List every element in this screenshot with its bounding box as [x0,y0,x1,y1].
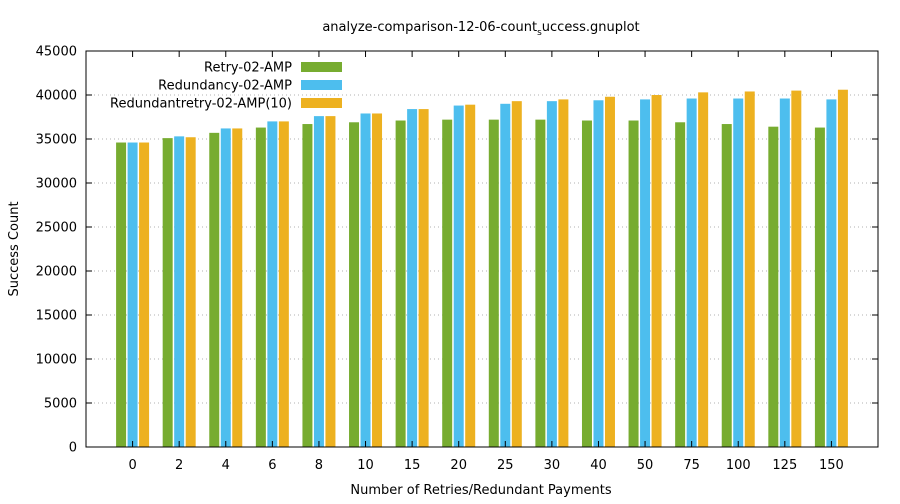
x-tick-label: 30 [544,458,561,473]
bar-series-1 [395,120,406,448]
y-tick-label: 35000 [36,133,77,148]
chart-title: analyze-comparison-12-06-countsuccess.gn… [322,20,639,38]
y-tick-label: 40000 [36,89,77,104]
x-tick-label: 25 [497,458,514,473]
bar-series-1 [442,119,453,447]
chart-title-prefix: analyze-comparison-12-06-count [322,20,537,35]
bar-series-1 [581,120,592,448]
bar-series-2 [640,99,651,448]
y-tick-label: 20000 [36,265,77,280]
bar-series-1 [209,132,220,447]
bar-series-1 [814,127,825,447]
bar-series-3 [698,92,709,448]
bar-series-1 [628,120,639,448]
y-tick-label: 25000 [36,221,77,236]
y-tick-label: 15000 [36,309,77,324]
legend-swatch [301,80,342,90]
bar-series-1 [535,119,546,447]
bar-series-1 [721,124,732,447]
bar-series-3 [185,137,196,448]
x-tick-label: 6 [268,458,276,473]
bar-series-3 [139,142,150,447]
bar-series-1 [302,124,313,447]
bar-series-2 [453,105,464,447]
bar-series-1 [255,127,266,447]
bar-series-1 [488,119,499,447]
bar-series-3 [465,104,476,448]
bar-series-2 [779,98,790,448]
bar-series-2 [360,113,371,447]
bar-series-2 [546,101,557,447]
y-tick-label: 30000 [36,177,77,192]
legend-label: Retry-02-AMP [204,61,292,76]
bar-series-3 [511,101,522,447]
x-tick-label: 75 [683,458,700,473]
x-tick-label: 15 [404,458,421,473]
x-tick-label: 125 [772,458,797,473]
x-axis-label: Number of Retries/Redundant Payments [350,483,611,498]
x-tick-label: 40 [590,458,607,473]
bar-series-3 [558,99,569,448]
bar-series-3 [278,121,289,448]
x-tick-label: 100 [726,458,751,473]
bar-series-3 [651,95,662,447]
legend-label: Redundantretry-02-AMP(10) [110,97,292,112]
axis-ticks: 0 5000 10000 15000 20000 25000 30000 35000 40000… [36,45,878,473]
x-tick-label: 20 [450,458,467,473]
bar-series-2 [220,128,231,447]
bar-series-2 [686,98,697,448]
bar-series-2 [127,142,138,447]
bar-series-2 [407,109,418,447]
bar-series-2 [826,99,837,448]
x-tick-label: 10 [357,458,374,473]
x-tick-label: 50 [637,458,654,473]
bar-series-3 [604,96,615,447]
x-tick-label: 4 [222,458,230,473]
bar-series-1 [768,126,779,448]
y-tick-label: 45000 [36,45,77,60]
chart-title-subscript: s [537,28,542,38]
y-tick-label: 10000 [36,353,77,368]
bar-series-2 [500,103,511,448]
bar-series-1 [675,122,686,447]
bar-series-2 [313,116,324,448]
x-tick-label: 2 [175,458,183,473]
legend-swatch [301,98,342,108]
x-tick-label: 150 [819,458,844,473]
bar-series-3 [372,113,383,447]
bar-series-2 [733,98,744,448]
bar-series-3 [744,91,755,447]
grid-lines [86,94,878,404]
x-tick-label: 0 [128,458,136,473]
x-tick-label: 8 [315,458,323,473]
legend: Retry-02-AMP Redundancy-02-AMP Redundantre… [110,61,342,112]
bar-series-2 [267,121,278,448]
legend-label: Redundancy-02-AMP [158,79,292,94]
bar-series-2 [593,100,604,447]
legend-swatch [301,62,342,72]
bar-series-3 [837,89,848,447]
bar-series-2 [174,136,185,448]
bar-series-1 [162,138,173,447]
y-tick-label: 5000 [44,397,77,412]
chart-title-suffix: uccess.gnuplot [542,20,640,35]
bar-series-3 [791,90,802,447]
bar-series-1 [116,142,127,447]
y-axis-label: Success Count [7,201,22,296]
bar-series-1 [349,122,360,447]
bars [116,89,848,448]
bar-series-3 [418,109,429,447]
y-tick-label: 0 [69,441,77,456]
bar-series-3 [232,128,243,447]
plot-border [85,50,879,448]
bar-series-3 [325,116,336,448]
